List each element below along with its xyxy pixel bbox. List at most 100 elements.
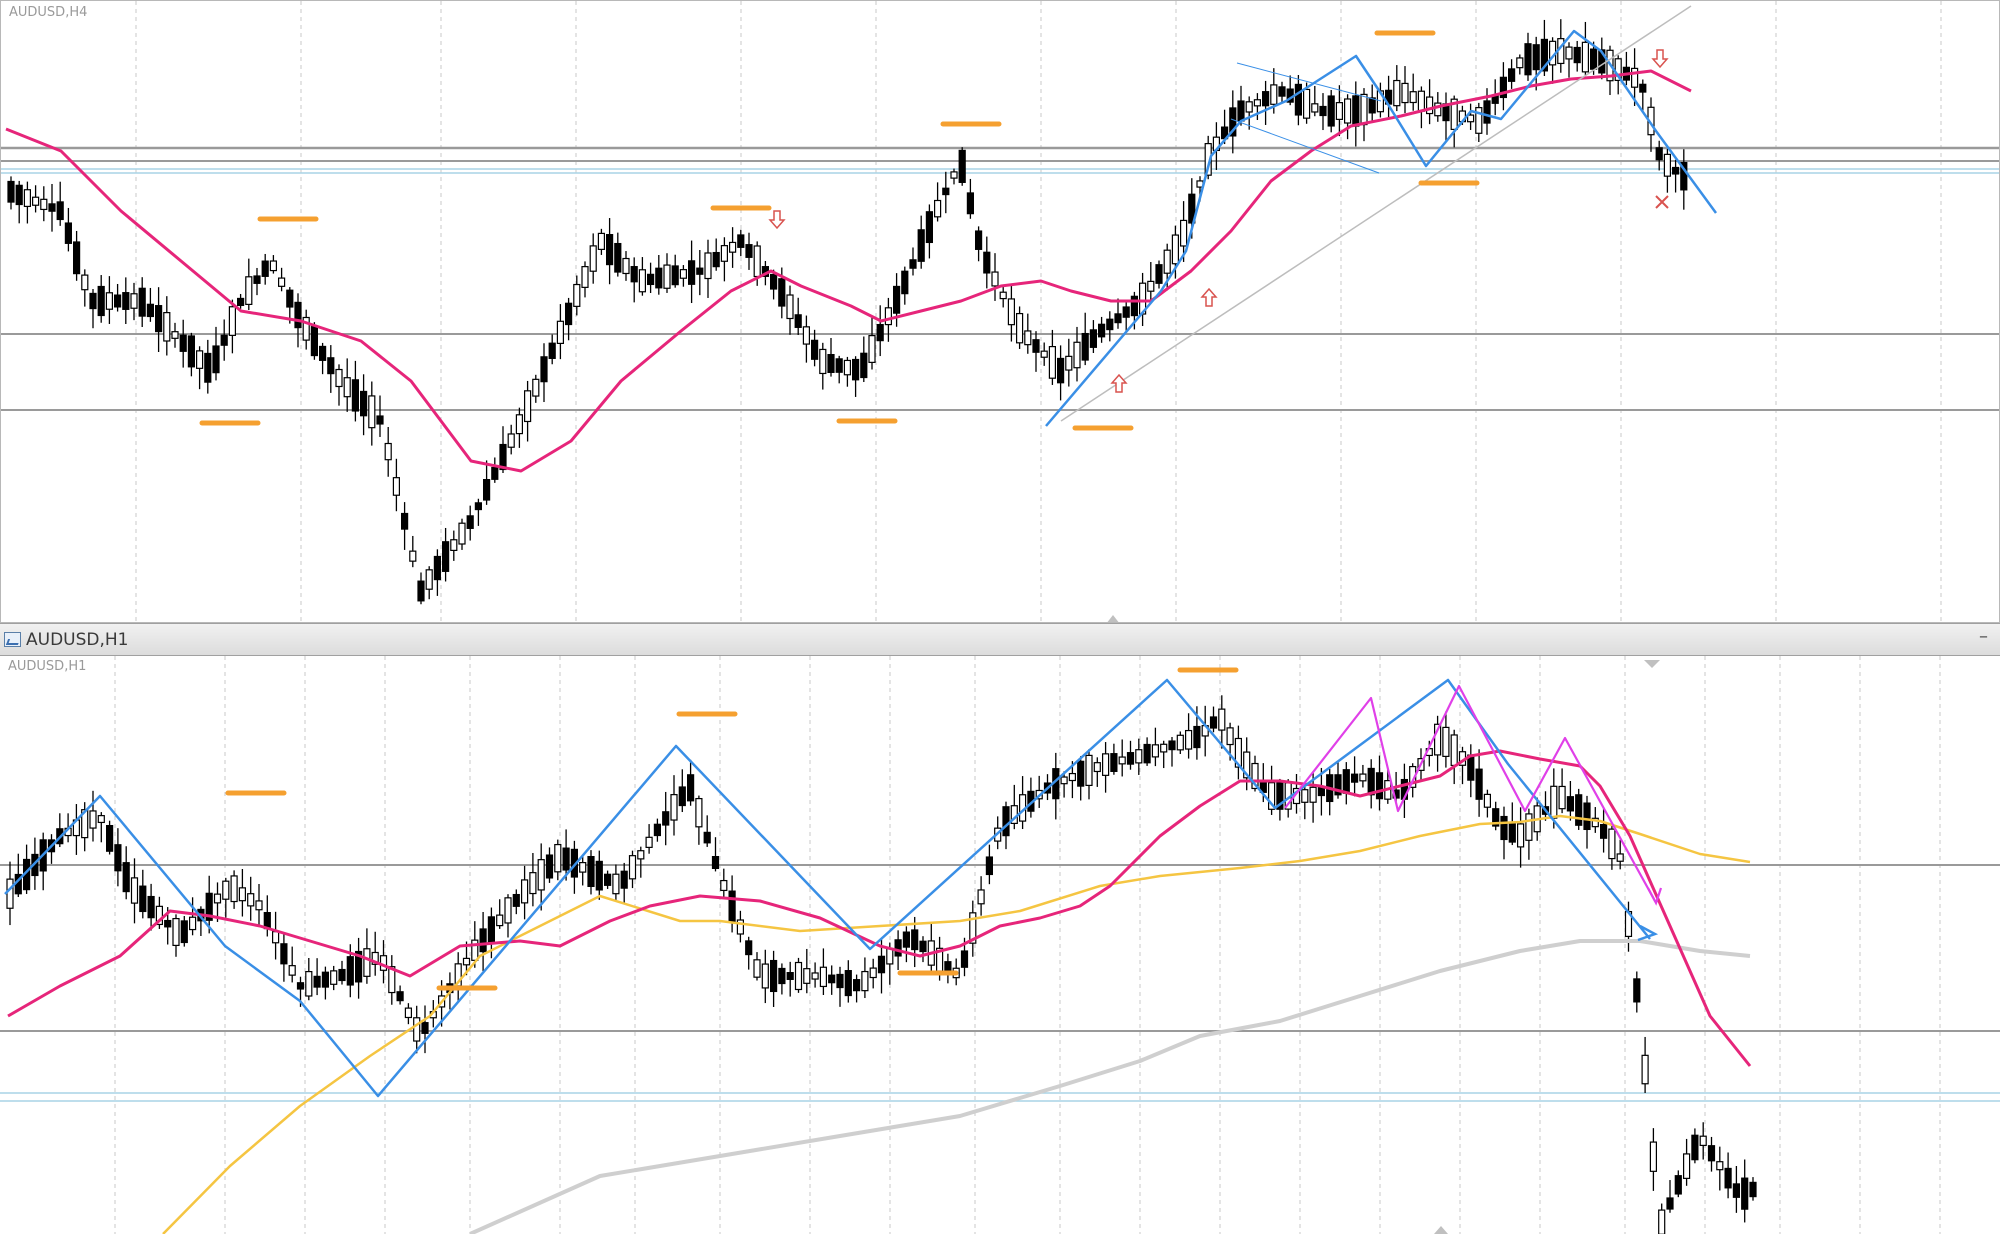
candle-body [466,515,474,529]
candle-body [1716,1161,1724,1171]
candle-body [1317,786,1326,797]
candle-body [1649,1141,1658,1172]
candle-body [220,334,228,346]
candle-body [496,914,504,927]
candle-body [1633,978,1641,1003]
candle-body [343,377,351,398]
candle-body [860,352,868,379]
chart-window-titlebar[interactable]: AUDUSD,H1 – [0,623,2000,656]
scroll-marker-icon [1644,660,1660,668]
candle-body [1188,193,1196,224]
candle-body [1475,768,1483,800]
candle-body [425,569,433,590]
candle-body [81,274,89,291]
candle-body [670,794,678,821]
candle-body [802,326,811,345]
candle-body [48,203,56,212]
candle-body [72,241,81,275]
candle-body [663,264,671,289]
candle-body [1674,1175,1682,1195]
candle-body [794,961,803,991]
candle-body [351,379,359,412]
candle-body [861,970,869,992]
candle-body [1184,729,1193,750]
candle-body [81,809,89,839]
candle-body [171,331,179,339]
candle-body [479,928,487,953]
candle-body [985,856,994,876]
candle-body [1591,817,1599,828]
candle-body [1417,90,1426,112]
candle-body [360,390,368,417]
candle-body [1302,88,1311,119]
candle-body [413,1017,421,1042]
candle-body [1106,318,1114,331]
candle-body [269,260,277,272]
candle-body [335,368,343,388]
candle-body [1360,93,1368,126]
candle-body [696,267,704,275]
zigzag-line [1045,29,1718,427]
candle-body [902,931,911,948]
candle-body [1007,298,1016,326]
candle-body [1151,744,1160,758]
candle-body [1218,708,1226,731]
candle-body [827,354,835,373]
candle-body [728,241,737,253]
candle-body [532,378,540,397]
candle-body [877,955,886,974]
candle-body [474,502,482,511]
candle-body [836,973,844,989]
candle-body [1068,772,1077,782]
candle-body [1089,329,1098,348]
price-chart-h4[interactable] [1,1,2000,623]
candle-body [1682,1153,1691,1179]
candle-body [205,892,213,921]
candle-body [1359,773,1367,782]
candle-body [1409,91,1417,104]
candle-body [1309,786,1317,803]
candle-body [1566,796,1575,812]
candle-body [704,252,712,280]
chart-pane-h4[interactable]: AUDUSD,H4 [0,0,2000,623]
candle-body [1499,76,1508,99]
candle-body [105,824,114,852]
candle-body [40,198,48,211]
candle-body [745,940,753,956]
chart-pane-h1[interactable]: AUDUSD,H1 [0,656,2000,1234]
minimize-button[interactable]: – [1979,626,1988,647]
candle-body [213,893,222,904]
candle-body [1741,1177,1749,1210]
candle-body [504,897,512,924]
candle-body [97,285,105,317]
candle-body [139,885,147,913]
candle-body [1243,751,1251,779]
candle-body [646,273,655,286]
candle-body [1093,762,1101,773]
candle-body [1097,323,1106,338]
candle-body [1525,813,1533,841]
chart-window-icon [4,632,21,647]
candle-body [653,823,662,837]
candle-body [515,414,524,435]
candle-body [1234,737,1243,768]
candle-body [645,836,653,848]
candle-body [944,961,952,972]
candle-body [1015,312,1024,344]
candle-body [1639,83,1647,93]
candle-body [1550,785,1558,819]
price-chart-h1[interactable] [0,656,2000,1234]
candle-body [305,970,313,997]
candle-body [172,917,180,947]
candle-body [761,963,769,989]
candle-body [1245,101,1253,113]
candle-body [1663,153,1672,177]
candle-body [843,359,852,376]
candle-body [810,339,819,360]
candle-body [581,266,589,288]
candle-body [1483,100,1491,124]
candle-body [1401,82,1409,104]
candle-body [977,889,985,905]
candle-body [1375,772,1384,800]
candle-body [1581,41,1590,73]
